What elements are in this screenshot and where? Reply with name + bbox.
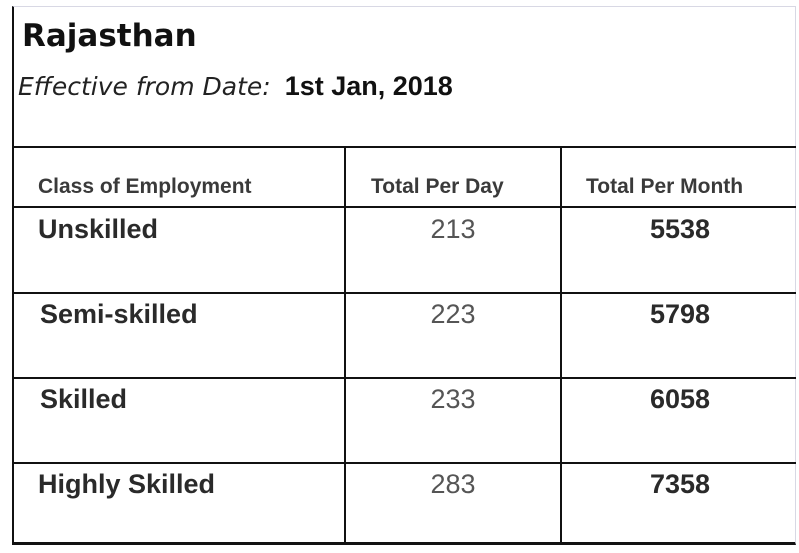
- table-row-per-day: 213: [430, 214, 476, 244]
- table-row-per-month: 7358: [649, 469, 711, 499]
- column-divider: [344, 146, 346, 545]
- effective-date-label: Effective from Date:: [18, 72, 271, 101]
- table-row-per-month: 6058: [649, 384, 711, 414]
- column-divider: [560, 146, 562, 545]
- table-row-per-day: 233: [430, 384, 476, 414]
- table-row-per-month: 5538: [649, 214, 711, 244]
- table-row-class: Skilled: [40, 384, 128, 414]
- table-row-per-day: 283: [430, 469, 476, 499]
- table-top-border: [12, 146, 796, 148]
- state-title: Rajasthan: [22, 18, 197, 54]
- effective-date-value: 1st Jan, 2018: [284, 71, 453, 101]
- table-row-class: Semi-skilled: [40, 299, 198, 329]
- header-class-of-employment: Class of Employment: [38, 175, 252, 198]
- table-row-class: Highly Skilled: [38, 469, 216, 499]
- row-divider: [12, 462, 796, 464]
- header-total-per-month: Total Per Month: [586, 175, 744, 198]
- table-row-per-day: 223: [430, 299, 476, 329]
- header-bottom-border: [12, 206, 796, 208]
- table-row-per-month: 5798: [649, 299, 711, 329]
- row-divider: [12, 377, 796, 379]
- header-total-per-day: Total Per Day: [371, 175, 504, 198]
- table-row-class: Unskilled: [38, 214, 159, 244]
- effective-date-row: Effective from Date: 1st Jan, 2018: [18, 66, 453, 106]
- row-divider: [12, 292, 796, 294]
- wage-table-frame: [12, 6, 796, 545]
